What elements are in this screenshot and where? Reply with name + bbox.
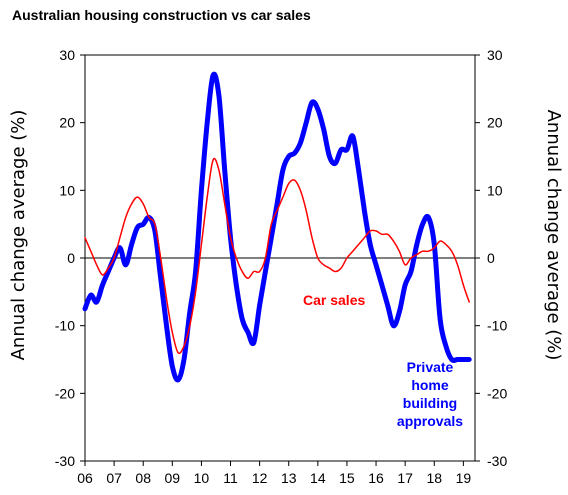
y-axis-title-left: Annual change average (%) — [8, 110, 29, 361]
x-tick-label: 13 — [281, 470, 297, 486]
x-axis-ticks: 06 07 08 09 10 11 12 13 14 15 16 17 18 19 — [77, 461, 471, 486]
x-tick-label: 10 — [194, 470, 210, 486]
y-tick-label-left: 30 — [59, 47, 75, 63]
x-tick-label: 17 — [397, 470, 413, 486]
approvals-label-line-4: approvals — [397, 413, 463, 429]
y-tick-label-left: -10 — [55, 318, 75, 334]
y-tick-label-left: -30 — [55, 453, 75, 469]
y-axis-title-right: Annual change average (%) — [543, 110, 564, 361]
y-tick-label-left: 10 — [59, 182, 75, 198]
x-tick-label: 06 — [77, 470, 93, 486]
x-tick-label: 07 — [106, 470, 122, 486]
x-tick-label: 11 — [223, 470, 238, 486]
chart-title: Australian housing construction vs car s… — [12, 7, 311, 23]
y-tick-label-right: -30 — [487, 453, 507, 469]
y-axis-ticks: 30 30 20 20 10 10 0 0 -10 -10 -20 -20 -30 -30 — [55, 47, 508, 469]
y-tick-label-left: 20 — [59, 115, 75, 131]
y-tick-label-right: -10 — [487, 318, 507, 334]
y-tick-label-right: 0 — [487, 250, 495, 266]
x-tick-label: 12 — [252, 470, 268, 486]
y-tick-label-right: 20 — [487, 115, 503, 131]
car-sales-label: Car sales — [303, 292, 365, 308]
approvals-label-line-2: home — [411, 377, 449, 393]
building-approvals-label: Private home building approvals — [397, 359, 463, 429]
y-tick-label-right: -20 — [487, 385, 507, 401]
y-tick-label-right: 10 — [487, 182, 503, 198]
x-tick-label: 18 — [426, 470, 442, 486]
y-tick-label-left: 0 — [67, 250, 75, 266]
approvals-label-line-3: building — [403, 395, 457, 411]
y-tick-label-left: -20 — [55, 385, 75, 401]
approvals-label-line-1: Private — [407, 359, 454, 375]
x-tick-label: 16 — [368, 470, 384, 486]
y-tick-label-right: 30 — [487, 47, 503, 63]
x-tick-label: 19 — [456, 470, 472, 486]
series-layer — [82, 71, 472, 383]
series-line-building-approvals — [82, 71, 472, 383]
x-tick-label: 08 — [135, 470, 151, 486]
x-tick-label: 15 — [339, 470, 355, 486]
x-tick-label: 09 — [165, 470, 181, 486]
series-line-car-sales — [84, 157, 470, 355]
x-tick-label: 14 — [310, 470, 326, 486]
